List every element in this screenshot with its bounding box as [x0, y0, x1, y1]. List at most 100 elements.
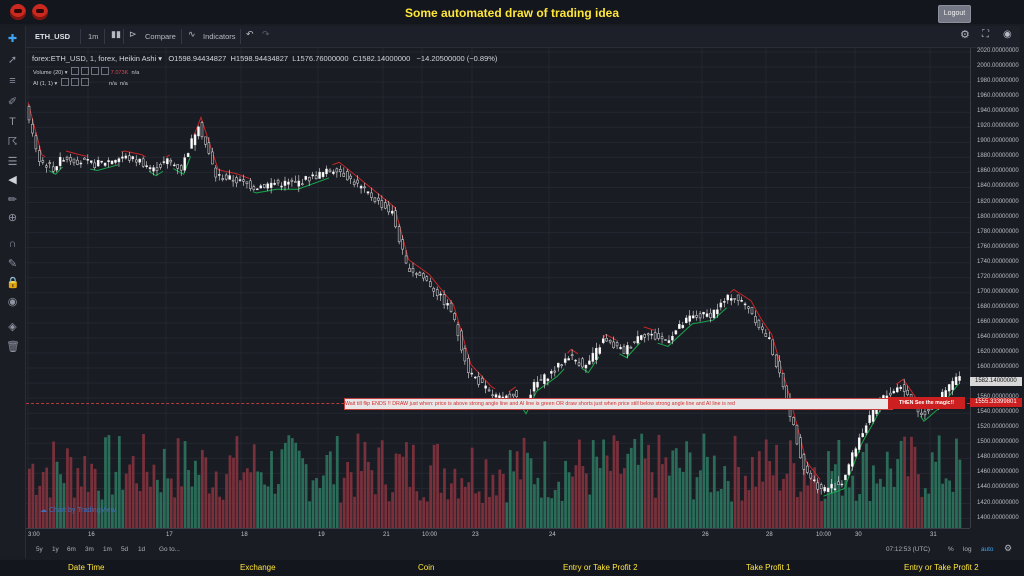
watermark-text: Chart by TradingView: [48, 507, 116, 514]
lock-drawing-icon[interactable]: ✎: [7, 258, 18, 270]
candle-body: [463, 347, 467, 362]
chart-style-icon[interactable]: ▮▮: [111, 29, 121, 39]
candle-body: [186, 153, 190, 157]
undo-icon[interactable]: ↶: [246, 29, 254, 39]
volume-bar: [159, 492, 163, 528]
volume-bar: [180, 486, 183, 528]
percent-toggle[interactable]: %: [948, 546, 954, 553]
volume-bar: [882, 486, 886, 528]
zoom-icon[interactable]: ⊕: [7, 212, 18, 224]
candle-body: [719, 302, 723, 308]
volume-bar: [664, 457, 668, 528]
lock-icon[interactable]: 🔒: [6, 277, 20, 289]
magnet-icon[interactable]: ∩: [8, 238, 17, 250]
range-3m[interactable]: 3m: [85, 546, 94, 553]
volume-bar: [460, 478, 464, 528]
auto-toggle[interactable]: auto: [981, 546, 994, 553]
compare-button[interactable]: Compare: [145, 32, 176, 41]
volume-bar: [107, 435, 111, 528]
candle-body: [567, 358, 570, 361]
camera-icon[interactable]: ◉: [1003, 29, 1012, 40]
range-6m[interactable]: 6m: [67, 546, 76, 553]
volume-bar: [62, 483, 66, 528]
series-title[interactable]: forex:ETH_USD, 1, forex, Heikin Ashi: [32, 54, 157, 63]
volume-bar: [152, 464, 156, 528]
volume-bar: [429, 465, 433, 528]
log-toggle[interactable]: log: [963, 546, 972, 553]
candle-body: [384, 202, 387, 209]
candle-body: [840, 483, 844, 486]
candle-body: [197, 126, 200, 137]
volume-bar: [778, 490, 782, 528]
price-tick: 1900.00000000: [977, 138, 1019, 145]
time-tick: 21: [383, 532, 390, 538]
brush-icon[interactable]: ✐: [7, 96, 18, 108]
utc-clock[interactable]: 07:12:53 (UTC): [886, 546, 931, 553]
candle-body: [456, 324, 460, 336]
volume-bar: [481, 502, 484, 528]
volume-bar: [847, 487, 851, 528]
candle-body: [297, 180, 301, 187]
candle-body: [76, 159, 79, 165]
candle-body: [193, 134, 197, 146]
candle-body: [892, 391, 896, 394]
volume-bar: [28, 468, 31, 528]
range-1d[interactable]: 1d: [138, 546, 146, 553]
volume-bar: [640, 433, 644, 528]
fullscreen-icon[interactable]: ⛶: [982, 29, 989, 40]
crosshair-icon[interactable]: ✚: [7, 33, 18, 45]
candle-body: [65, 156, 69, 160]
pitchfork-icon[interactable]: ≡: [9, 75, 16, 87]
trend-line-icon[interactable]: ➚: [7, 54, 18, 66]
volume-label[interactable]: Volume (20): [33, 70, 64, 76]
interval-selector[interactable]: 1m: [88, 32, 99, 41]
candle-body: [304, 176, 307, 180]
indicators-icon[interactable]: ∿: [188, 29, 196, 39]
price-chart[interactable]: [26, 48, 970, 528]
layers-icon[interactable]: ◈: [8, 321, 17, 333]
volume-bar: [38, 485, 42, 528]
candle-body: [51, 166, 55, 172]
back-arrow-icon[interactable]: ◀: [8, 174, 17, 186]
candle-body: [121, 156, 124, 159]
candle-body: [38, 150, 41, 162]
candle-body: [515, 390, 519, 398]
fib-icon[interactable]: ☰: [7, 156, 18, 168]
volume-bar: [560, 500, 564, 528]
ruler-icon[interactable]: ✏: [7, 194, 18, 206]
indicators-button[interactable]: Indicators: [203, 32, 236, 41]
price-axis[interactable]: 2020.00000000 2000.00000000 1980.00000000 1…: [970, 48, 1023, 528]
pattern-icon[interactable]: ☈: [7, 136, 18, 148]
candle-body: [204, 136, 207, 145]
annotation-callout[interactable]: THEN See the magic!!: [888, 397, 965, 409]
price-tick: 1700.00000000: [977, 288, 1019, 295]
symbol-search[interactable]: ETH_USD: [35, 32, 71, 41]
candle-body: [899, 386, 902, 389]
ai-label[interactable]: AI (1, 1): [33, 81, 53, 87]
range-5y[interactable]: 5y: [36, 546, 43, 553]
tradingview-watermark[interactable]: ☁ Chart by TradingView: [40, 507, 116, 514]
range-1y[interactable]: 1y: [52, 546, 59, 553]
chart-area[interactable]: [26, 48, 970, 528]
volume-bar: [142, 434, 145, 528]
redo-icon[interactable]: ↷: [262, 29, 270, 39]
trash-icon[interactable]: 🗑: [6, 341, 20, 353]
volume-bar: [861, 452, 865, 528]
text-tool-icon[interactable]: T: [9, 116, 16, 128]
candle-body: [813, 479, 816, 482]
volume-bar: [948, 480, 951, 528]
axis-settings-gear-icon[interactable]: ⚙: [1004, 543, 1013, 553]
trade-idea-annotation[interactable]: Wait till flip ENDS !! DRAW just when: p…: [344, 398, 893, 410]
eye-icon[interactable]: ◉: [7, 296, 18, 308]
range-1m[interactable]: 1m: [103, 546, 112, 553]
compare-icon[interactable]: ⊳: [129, 29, 137, 39]
goto-button[interactable]: Go to...: [159, 546, 180, 553]
volume-bar: [650, 472, 654, 528]
time-axis[interactable]: 3:00 16 17 18 19 21 10:00 23 24 26 28 10:00 30 31: [26, 528, 970, 543]
settings-gear-icon[interactable]: ⚙: [960, 29, 970, 41]
logout-button[interactable]: Logout: [938, 5, 971, 23]
range-5d[interactable]: 5d: [121, 546, 129, 553]
volume-bar: [34, 494, 38, 528]
candle-body: [920, 412, 923, 415]
volume-bar: [740, 500, 744, 528]
